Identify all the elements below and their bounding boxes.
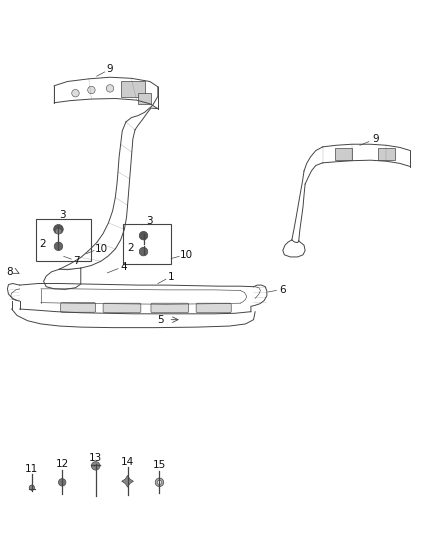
Circle shape bbox=[92, 462, 100, 470]
Text: 1: 1 bbox=[168, 272, 174, 282]
Text: 8: 8 bbox=[7, 267, 13, 277]
Circle shape bbox=[88, 86, 95, 94]
Text: 11: 11 bbox=[25, 464, 39, 473]
Bar bbox=[35, 219, 92, 261]
Text: 3: 3 bbox=[147, 216, 153, 226]
Circle shape bbox=[54, 242, 63, 251]
Text: 9: 9 bbox=[372, 134, 379, 144]
Text: 10: 10 bbox=[180, 250, 193, 260]
FancyBboxPatch shape bbox=[151, 303, 189, 313]
Text: 2: 2 bbox=[39, 239, 46, 248]
FancyBboxPatch shape bbox=[103, 303, 141, 313]
Circle shape bbox=[139, 231, 148, 240]
Circle shape bbox=[125, 86, 132, 94]
Bar bbox=[124, 224, 171, 264]
Circle shape bbox=[54, 224, 63, 234]
Text: 10: 10 bbox=[95, 244, 108, 254]
Circle shape bbox=[29, 485, 35, 490]
Bar bbox=[335, 149, 352, 160]
Text: 12: 12 bbox=[56, 459, 69, 469]
Circle shape bbox=[139, 247, 148, 256]
Text: 4: 4 bbox=[120, 262, 127, 271]
Text: 5: 5 bbox=[157, 314, 164, 325]
Bar bbox=[138, 93, 152, 104]
Text: 6: 6 bbox=[279, 286, 286, 295]
Text: 14: 14 bbox=[121, 457, 134, 466]
Text: 7: 7 bbox=[73, 256, 80, 266]
Circle shape bbox=[157, 480, 162, 484]
Circle shape bbox=[155, 478, 164, 487]
Circle shape bbox=[106, 85, 114, 92]
Text: 9: 9 bbox=[107, 64, 113, 74]
Bar bbox=[378, 149, 396, 160]
Circle shape bbox=[56, 229, 61, 234]
Circle shape bbox=[58, 479, 66, 486]
Text: 3: 3 bbox=[59, 211, 66, 221]
Text: 13: 13 bbox=[89, 453, 102, 463]
Bar bbox=[120, 82, 145, 98]
FancyBboxPatch shape bbox=[196, 303, 231, 313]
FancyBboxPatch shape bbox=[60, 303, 95, 312]
Text: 2: 2 bbox=[127, 243, 134, 253]
Circle shape bbox=[72, 90, 79, 97]
Text: 15: 15 bbox=[153, 461, 166, 470]
Polygon shape bbox=[122, 475, 134, 487]
